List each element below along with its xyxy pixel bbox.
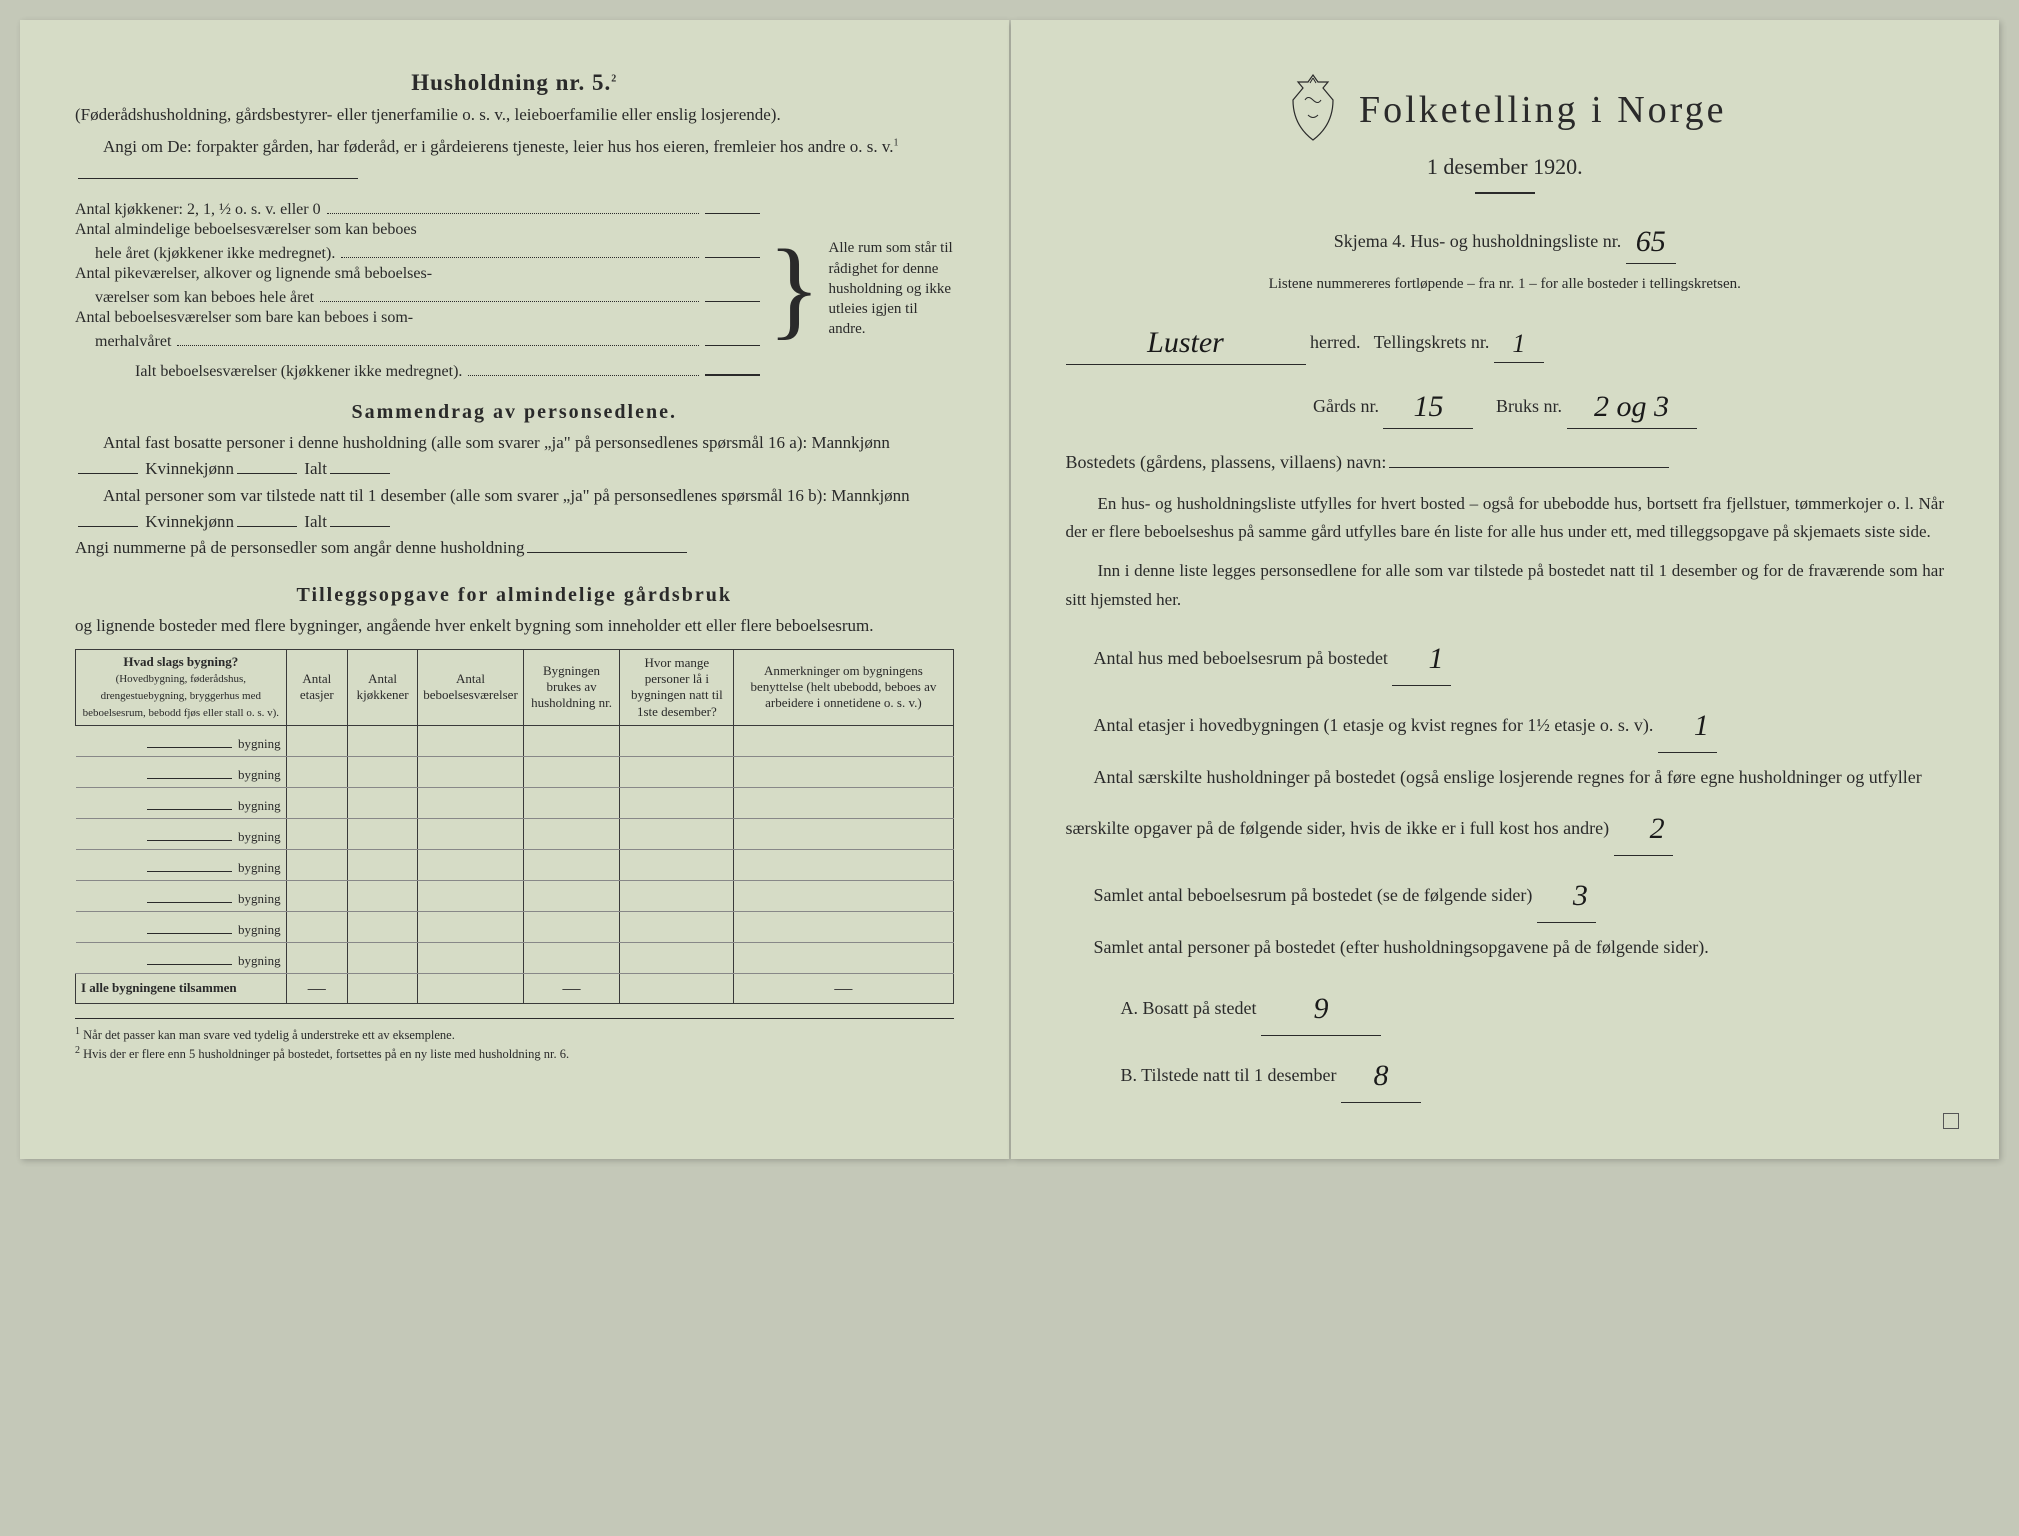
ordinary-rooms-line-b: hele året (kjøkkener ikke medregnet).	[95, 245, 335, 263]
footnotes: 1 Når det passer kan man svare ved tydel…	[75, 1018, 954, 1064]
totals-block: A. Bosatt på stedet 9 B. Tilstede natt t…	[1066, 975, 1945, 1103]
subtitle: 1 desember 1920.	[1066, 154, 1945, 180]
row-label: bygning	[238, 829, 281, 844]
footnote-2: Hvis der er flere enn 5 husholdninger på…	[83, 1047, 569, 1061]
th-bygning: Hvad slags bygning?	[123, 654, 238, 669]
row-label: bygning	[238, 798, 281, 813]
household-5-instruction: Angi om De: forpakter gården, har føderå…	[75, 134, 954, 187]
gards-value: 15	[1413, 390, 1443, 423]
maid-rooms-line-b: værelser som kan beboes hele året	[95, 289, 314, 307]
brace-icon: }	[768, 242, 821, 336]
building-table: Hvad slags bygning? (Hovedbygning, føder…	[75, 649, 954, 1004]
th-husholdning: Bygningen brukes av husholdning nr.	[523, 650, 620, 726]
brace-note: Alle rum som står til rådighet for denne…	[829, 238, 954, 339]
rooms-total-line: Ialt beboelsesværelser (kjøkkener ikke m…	[135, 363, 462, 381]
printer-stamp	[1943, 1113, 1959, 1129]
th-anmerkninger: Anmerkninger om bygningens benyttelse (h…	[734, 650, 953, 726]
header-block: Folketelling i Norge 1 desember 1920.	[1066, 70, 1945, 194]
summary-line-3: Angi nummerne på de personsedler som ang…	[75, 535, 954, 561]
total-a: A. Bosatt på stedet 9	[1066, 975, 1945, 1036]
table-footer: I alle bygningene tilsammen	[76, 973, 287, 1003]
tillegg-title: Tilleggsopgave for almindelige gårdsbruk	[75, 584, 954, 607]
th-vaerelser: Antal beboelsesværelser	[418, 650, 524, 726]
row-label: bygning	[238, 953, 281, 968]
beboelsesrum-value: 3	[1573, 879, 1588, 912]
th-bygning-sub: (Hovedbygning, føderådshus, drengestueby…	[83, 673, 279, 719]
husholdninger-value: 2	[1650, 812, 1665, 845]
krets-value: 1	[1512, 329, 1525, 358]
document-spread: Husholdning nr. 5.2 (Føderådshusholdning…	[20, 20, 1999, 1159]
right-page: Folketelling i Norge 1 desember 1920. Sk…	[1011, 20, 2000, 1159]
total-b: B. Tilstede natt til 1 desember 8	[1066, 1042, 1945, 1103]
summer-rooms-line-a: Antal beboelsesværelser som bare kan beb…	[75, 309, 413, 327]
th-personer: Hvor mange personer lå i bygningen natt …	[620, 650, 734, 726]
bruks-value: 2 og 3	[1594, 390, 1669, 423]
main-title: Folketelling i Norge	[1359, 88, 1727, 132]
row-label: bygning	[238, 922, 281, 937]
hus-value: 1	[1428, 642, 1443, 675]
row-label: bygning	[238, 891, 281, 906]
row-label: bygning	[238, 767, 281, 782]
kitchens-line: Antal kjøkkener: 2, 1, ½ o. s. v. eller …	[75, 201, 321, 219]
etasjer-value: 1	[1694, 709, 1709, 742]
row-label: bygning	[238, 860, 281, 875]
tilstede-value: 8	[1374, 1059, 1389, 1092]
summer-rooms-line-b: merhalvåret	[95, 333, 171, 351]
bosatt-value: 9	[1313, 992, 1328, 1025]
footnote-1: Når det passer kan man svare ved tydelig…	[83, 1028, 455, 1042]
tillegg-sub: og lignende bosteder med flere bygninger…	[75, 613, 954, 639]
maid-rooms-line-a: Antal pikeværelser, alkover og lignende …	[75, 265, 432, 283]
crest-icon	[1283, 70, 1343, 150]
listene-note: Listene nummereres fortløpende – fra nr.…	[1066, 276, 1945, 293]
herred-value: Luster	[1147, 326, 1224, 359]
th-kjokkener: Antal kjøkkener	[348, 650, 418, 726]
field-beboelsesrum: Samlet antal beboelsesrum på bostedet (s…	[1066, 862, 1945, 923]
summary-title: Sammendrag av personsedlene.	[75, 401, 954, 424]
instruction-para-1: En hus- og husholdningsliste utfylles fo…	[1066, 490, 1945, 548]
field-hus: Antal hus med beboelsesrum på bostedet 1	[1066, 625, 1945, 686]
left-page: Husholdning nr. 5.2 (Føderådshusholdning…	[20, 20, 1009, 1159]
household-5-title: Husholdning nr. 5.2	[75, 70, 954, 96]
household-5-subtitle: (Føderådshusholdning, gårdsbestyrer- ell…	[75, 102, 954, 128]
herred-line: Luster herred. Tellingskrets nr. 1	[1066, 313, 1945, 365]
skjema-line: Skjema 4. Hus- og husholdningsliste nr. …	[1066, 212, 1945, 264]
divider	[1475, 192, 1535, 194]
summary-line-1: Antal fast bosatte personer i denne hush…	[75, 430, 954, 483]
instruction-para-2: Inn i denne liste legges personsedlene f…	[1066, 557, 1945, 615]
skjema-nr-value: 65	[1636, 225, 1666, 258]
th-etasjer: Antal etasjer	[286, 650, 347, 726]
ordinary-rooms-line-a: Antal almindelige beboelsesværelser som …	[75, 221, 417, 239]
field-etasjer: Antal etasjer i hovedbygningen (1 etasje…	[1066, 692, 1945, 753]
field-husholdninger: Antal særskilte husholdninger på bostede…	[1066, 759, 1945, 856]
row-label: bygning	[238, 736, 281, 751]
rooms-block: Antal kjøkkener: 2, 1, ½ o. s. v. eller …	[75, 195, 954, 383]
field-personer: Samlet antal personer på bostedet (efter…	[1066, 929, 1945, 965]
summary-line-2: Antal personer som var tilstede natt til…	[75, 483, 954, 536]
bosted-line: Bostedets (gårdens, plassens, villaens) …	[1066, 447, 1945, 478]
gards-line: Gårds nr. 15 Bruks nr. 2 og 3	[1066, 377, 1945, 429]
